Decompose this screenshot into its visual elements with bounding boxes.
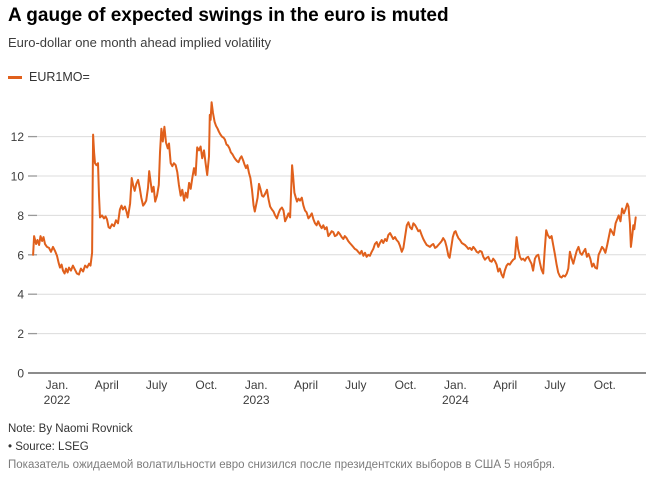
note-text: Note: By Naomi Rovnick (8, 423, 133, 435)
x-axis-label: Oct. (594, 378, 616, 392)
legend-series-label: EUR1MO= (29, 70, 90, 84)
gridlines (28, 135, 646, 374)
y-axis-label: 8 (17, 209, 24, 223)
y-axis-label: 6 (17, 248, 24, 262)
source-text: • Source: LSEG (8, 441, 89, 453)
chart-subtitle: Euro-dollar one month ahead implied vola… (8, 35, 272, 50)
y-axis-label: 12 (11, 130, 25, 144)
x-axis-label: April (493, 378, 517, 392)
x-axis-label: Oct. (195, 378, 217, 392)
x-axis-label: July (544, 378, 565, 392)
chart-legend: EUR1MO= (8, 70, 90, 84)
x-axis-label: July (345, 378, 366, 392)
legend-line-swatch-icon (8, 75, 22, 79)
x-axis-label: April (294, 378, 318, 392)
x-axis-label: Jan. (444, 378, 467, 392)
x-axis-label: Jan. (46, 378, 69, 392)
caption-russian: Показатель ожидаемой волатильности евро … (8, 459, 556, 471)
y-axis-label: 10 (11, 170, 25, 184)
x-axis-year-label: 2023 (243, 393, 270, 407)
x-axis-label: Jan. (245, 378, 268, 392)
x-axis-label: April (95, 378, 119, 392)
x-axis-year-label: 2024 (442, 393, 469, 407)
x-axis-label: Oct. (395, 378, 417, 392)
volatility-line (32, 101, 637, 279)
x-axis-year-label: 2022 (44, 393, 71, 407)
y-axis-label: 4 (17, 288, 24, 302)
y-axis-label: 0 (17, 367, 24, 381)
y-axis-label: 2 (17, 327, 24, 341)
page-title: A gauge of expected swings in the euro i… (8, 5, 449, 26)
x-axis-label: July (146, 378, 167, 392)
